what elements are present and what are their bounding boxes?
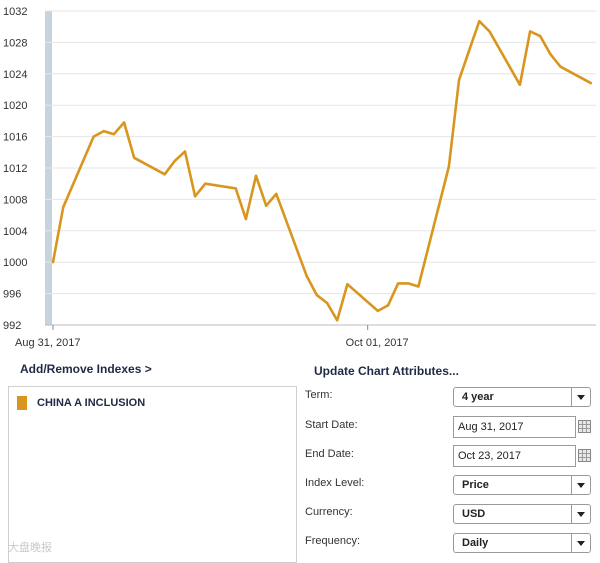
data-point — [467, 49, 471, 52]
end-date-label: End Date: — [305, 448, 354, 460]
data-point — [122, 121, 126, 124]
data-point — [488, 30, 491, 33]
end-date-field[interactable]: Oct 23, 2017 — [453, 445, 576, 467]
term-select[interactable]: 4 year — [453, 387, 591, 407]
y-tick-label: 1032 — [3, 6, 27, 18]
data-point — [163, 173, 166, 176]
data-point — [102, 129, 105, 133]
data-point — [457, 78, 461, 82]
data-point — [336, 319, 339, 322]
update-chart-attributes-title: Update Chart Attributes... — [314, 364, 459, 378]
series-line-china-a-inclusion — [51, 19, 592, 322]
add-remove-indexes-link[interactable]: Add/Remove Indexes > — [20, 362, 152, 376]
frequency-select[interactable]: Daily — [453, 533, 591, 553]
data-point — [346, 282, 349, 286]
data-point — [407, 282, 410, 285]
term-value: 4 year — [462, 391, 494, 403]
data-point — [376, 309, 380, 313]
data-point — [234, 187, 237, 190]
data-point — [133, 156, 136, 159]
chevron-down-icon — [571, 534, 590, 552]
legend-swatch — [17, 396, 27, 410]
price-chart: 992 996 1000 1004 1008 1012 1016 1020 1024 1028 10… — [3, 6, 596, 349]
chevron-down-icon — [571, 388, 590, 406]
calendar-icon[interactable] — [578, 420, 591, 433]
data-point — [254, 174, 258, 178]
data-point — [264, 204, 268, 207]
data-point — [92, 135, 95, 138]
y-tick-label: 1008 — [3, 194, 27, 206]
data-point — [386, 304, 390, 307]
data-point — [478, 20, 481, 23]
y-tick-label: 1028 — [3, 37, 27, 49]
data-point — [305, 275, 308, 278]
data-point — [559, 65, 562, 68]
data-point — [112, 133, 116, 136]
data-point — [518, 83, 522, 86]
data-point — [549, 52, 552, 56]
data-point — [417, 285, 420, 288]
data-point — [244, 217, 248, 221]
currency-value: USD — [462, 508, 486, 520]
index-legend-panel: CHINA A INCLUSION — [8, 386, 297, 563]
legend-item-china-a-inclusion[interactable]: CHINA A INCLUSION — [17, 396, 145, 410]
x-tick-label: Aug 31, 2017 — [15, 337, 80, 349]
data-point — [589, 82, 593, 85]
data-point — [447, 165, 451, 168]
data-point — [61, 206, 65, 209]
data-point — [315, 293, 319, 297]
index-level-select[interactable]: Price — [453, 475, 591, 495]
data-point — [528, 30, 532, 33]
index-level-value: Price — [462, 479, 489, 491]
line-chart-svg: 992 996 1000 1004 1008 1012 1016 1020 1024 1028 10… — [3, 6, 596, 349]
chevron-down-icon — [571, 505, 590, 523]
calendar-icon[interactable] — [578, 449, 591, 462]
y-tick-label: 1004 — [3, 226, 27, 238]
data-point — [204, 182, 207, 185]
index-level-label: Index Level: — [305, 477, 365, 489]
start-date-label: Start Date: — [305, 419, 358, 431]
currency-label: Currency: — [305, 506, 353, 518]
currency-select[interactable]: USD — [453, 504, 591, 524]
data-point — [51, 261, 55, 264]
y-tick-label: 996 — [3, 289, 21, 301]
data-point — [396, 282, 400, 285]
data-point — [539, 34, 542, 38]
frequency-label: Frequency: — [305, 535, 361, 547]
data-point — [173, 159, 177, 163]
term-label: Term: — [305, 389, 333, 401]
frequency-value: Daily — [462, 537, 489, 549]
watermark: 大盘晚报 — [8, 542, 52, 554]
y-tick-label: 1024 — [3, 69, 27, 81]
start-date-field[interactable]: Aug 31, 2017 — [453, 416, 576, 438]
data-point — [325, 301, 329, 305]
y-tick-label: 992 — [3, 320, 21, 332]
data-point — [275, 192, 278, 196]
data-point — [183, 150, 187, 153]
y-tick-label: 1012 — [3, 163, 27, 175]
y-tick-label: 1020 — [3, 100, 27, 112]
y-tick-label: 1016 — [3, 132, 27, 144]
y-tick-label: 1000 — [3, 257, 27, 269]
legend-label: CHINA A INCLUSION — [37, 397, 146, 409]
x-tick-label: Oct 01, 2017 — [346, 337, 409, 349]
chevron-down-icon — [571, 476, 590, 494]
data-point — [193, 195, 197, 198]
